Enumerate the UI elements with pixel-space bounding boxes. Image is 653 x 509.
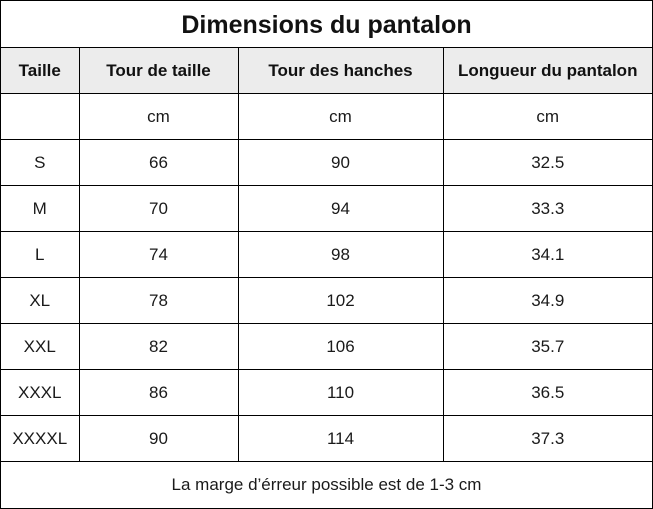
header-length: Longueur du pantalon <box>442 48 652 94</box>
units-row: cm cm cm <box>1 93 652 140</box>
table-row: S 66 90 32.5 <box>1 139 652 186</box>
header-waist: Tour de taille <box>78 48 239 94</box>
size-cell: XL <box>1 277 80 324</box>
table-row: XXXXL 90 114 37.3 <box>1 415 652 462</box>
size-cell: XXXL <box>1 369 80 416</box>
waist-cell: 74 <box>78 231 239 278</box>
waist-cell: 66 <box>78 139 239 186</box>
size-table: Taille Tour de taille Tour des hanches L… <box>1 48 652 508</box>
length-cell: 33.3 <box>442 185 652 232</box>
hips-cell: 106 <box>237 323 444 370</box>
header-size: Taille <box>1 48 80 94</box>
waist-cell: 90 <box>78 415 239 462</box>
unit-cell: cm <box>442 93 652 140</box>
length-cell: 34.9 <box>442 277 652 324</box>
header-hips: Tour des hanches <box>237 48 444 94</box>
length-cell: 34.1 <box>442 231 652 278</box>
length-cell: 36.5 <box>442 369 652 416</box>
footnote-row: La marge d’érreur possible est de 1-3 cm <box>1 461 652 508</box>
hips-cell: 90 <box>237 139 444 186</box>
unit-cell <box>1 93 80 140</box>
size-cell: M <box>1 185 80 232</box>
size-cell: L <box>1 231 80 278</box>
length-cell: 35.7 <box>442 323 652 370</box>
header-row: Taille Tour de taille Tour des hanches L… <box>1 48 652 94</box>
length-cell: 32.5 <box>442 139 652 186</box>
length-cell: 37.3 <box>442 415 652 462</box>
size-cell: XXL <box>1 323 80 370</box>
unit-cell: cm <box>78 93 239 140</box>
size-cell: S <box>1 139 80 186</box>
table-row: L 74 98 34.1 <box>1 231 652 278</box>
hips-cell: 114 <box>237 415 444 462</box>
waist-cell: 70 <box>78 185 239 232</box>
waist-cell: 86 <box>78 369 239 416</box>
footnote: La marge d’érreur possible est de 1-3 cm <box>1 461 652 508</box>
hips-cell: 98 <box>237 231 444 278</box>
unit-cell: cm <box>237 93 444 140</box>
waist-cell: 78 <box>78 277 239 324</box>
table-row: XXL 82 106 35.7 <box>1 323 652 370</box>
hips-cell: 110 <box>237 369 444 416</box>
hips-cell: 102 <box>237 277 444 324</box>
waist-cell: 82 <box>78 323 239 370</box>
table-row: M 70 94 33.3 <box>1 185 652 232</box>
hips-cell: 94 <box>237 185 444 232</box>
table-row: XL 78 102 34.9 <box>1 277 652 324</box>
table-row: XXXL 86 110 36.5 <box>1 369 652 416</box>
page-title: Dimensions du pantalon <box>1 1 652 48</box>
size-cell: XXXXL <box>1 415 80 462</box>
